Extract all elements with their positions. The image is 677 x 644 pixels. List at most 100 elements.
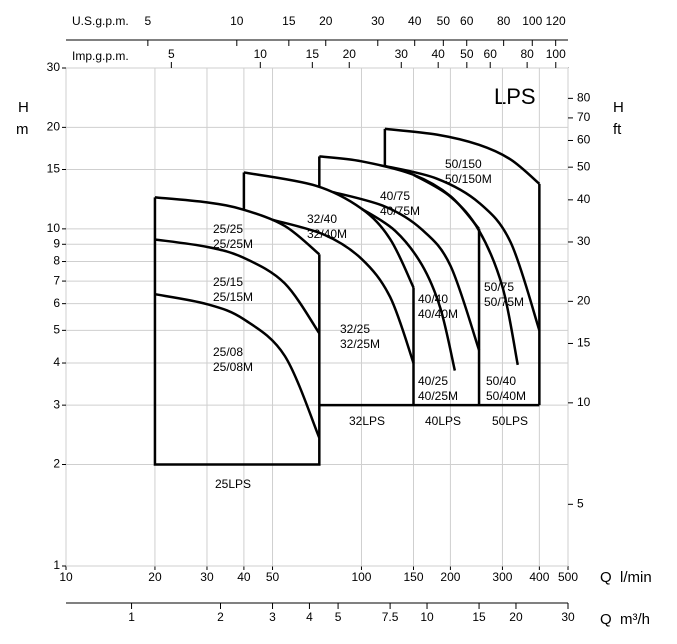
secondary-x-tick-label: 50	[460, 47, 474, 61]
secondary-x-tick-label: 7.5	[382, 610, 399, 624]
x-tick-label: 500	[558, 570, 578, 584]
secondary-x-tick-label: 2	[217, 610, 224, 624]
curve-model-label: 25/08M	[213, 360, 253, 374]
y2-tick-label: 40	[577, 192, 591, 206]
secondary-x-tick-label: 80	[497, 14, 511, 28]
secondary-x-tick-label: 15	[472, 610, 486, 624]
y2-tick-label: 60	[577, 133, 591, 147]
y-tick-label: 4	[53, 355, 60, 369]
curve-label: 40/75	[380, 189, 410, 203]
secondary-x-tick-label: 20	[509, 610, 523, 624]
pump-curve	[384, 127, 541, 185]
secondary-axis-unit: m³/h	[620, 611, 650, 628]
pump-curve	[412, 173, 519, 366]
secondary-x-tick-label: 20	[343, 47, 357, 61]
curve-model-label: 25/25M	[213, 237, 253, 251]
curve-model-label: 50/75M	[484, 295, 524, 309]
group-label: 40LPS	[425, 414, 461, 428]
pump-curve	[332, 190, 481, 351]
y2-tick-label: 70	[577, 110, 591, 124]
pump-curve	[154, 292, 321, 439]
y2-tick-label: 20	[577, 294, 591, 308]
pump-curve	[154, 196, 321, 256]
y-tick-label: 5	[53, 323, 60, 337]
secondary-axis-label: Q	[600, 611, 612, 628]
curve-label: 25/08	[213, 345, 243, 359]
group-label: 50LPS	[492, 414, 528, 428]
x-axis-label: Q	[600, 569, 612, 586]
pump-curve	[384, 164, 541, 331]
curve-label: 50/150	[445, 157, 482, 171]
pump-curve	[272, 218, 415, 364]
group-label: 25LPS	[215, 477, 251, 491]
curve-model-label: 40/40M	[418, 307, 458, 321]
secondary-x-tick-label: 5	[145, 14, 152, 28]
secondary-x-tick-label: 40	[432, 47, 446, 61]
y2-axis-label: H	[613, 99, 624, 116]
secondary-x-tick-label: 120	[546, 14, 566, 28]
curve-label: 40/25	[418, 374, 448, 388]
secondary-x-tick-label: 40	[408, 14, 422, 28]
y2-tick-label: 30	[577, 234, 591, 248]
y-tick-label: 6	[53, 296, 60, 310]
y-tick-label: 3	[53, 397, 60, 411]
secondary-x-tick-label: 5	[168, 47, 175, 61]
x-tick-label: 30	[200, 570, 214, 584]
secondary-x-tick-label: 50	[437, 14, 451, 28]
y-tick-label: 1	[53, 558, 60, 572]
x-tick-label: 400	[529, 570, 549, 584]
pump-curve	[154, 238, 321, 335]
y-tick-label: 30	[47, 60, 61, 74]
chart-title: LPS	[494, 84, 536, 109]
y-tick-label: 9	[53, 236, 60, 250]
secondary-x-tick-label: 10	[254, 47, 268, 61]
y-tick-label: 8	[53, 254, 60, 268]
curve-label: 32/25	[340, 322, 370, 336]
curve-model-label: 50/40M	[486, 389, 526, 403]
secondary-x-tick-label: 10	[420, 610, 434, 624]
secondary-x-tick-label: 15	[306, 47, 320, 61]
secondary-axis-label: Imp.g.p.m.	[72, 49, 129, 63]
pump-curve	[360, 207, 457, 371]
y2-tick-label: 50	[577, 159, 591, 173]
x-tick-label: 300	[492, 570, 512, 584]
group-label: 32LPS	[349, 414, 385, 428]
x-tick-label: 100	[351, 570, 371, 584]
curve-label: 50/75	[484, 280, 514, 294]
x-tick-label: 50	[266, 570, 280, 584]
y2-tick-label: 5	[577, 496, 584, 510]
secondary-x-tick-label: 100	[546, 47, 566, 61]
y-tick-label: 2	[53, 457, 60, 471]
y-axis-unit: m	[16, 121, 29, 138]
curve-model-label: 40/25M	[418, 389, 458, 403]
secondary-x-tick-label: 15	[282, 14, 296, 28]
secondary-x-tick-label: 60	[484, 47, 498, 61]
y-tick-label: 15	[47, 162, 61, 176]
y-tick-label: 10	[47, 221, 61, 235]
x-tick-label: 10	[59, 570, 73, 584]
secondary-x-tick-label: 30	[371, 14, 385, 28]
secondary-x-tick-label: 10	[230, 14, 244, 28]
curve-label: 50/40	[486, 374, 516, 388]
curve-label: 25/25	[213, 222, 243, 236]
y2-tick-label: 10	[577, 395, 591, 409]
secondary-axis-label: U.S.g.p.m.	[72, 14, 129, 28]
secondary-x-tick-label: 100	[522, 14, 542, 28]
curve-label: 25/15	[213, 275, 243, 289]
curve-label: 40/40	[418, 292, 448, 306]
curve-label: 32/40	[307, 212, 337, 226]
pump-curve	[243, 171, 415, 289]
x-tick-label: 20	[148, 570, 162, 584]
secondary-x-tick-label: 5	[335, 610, 342, 624]
secondary-x-tick-label: 30	[395, 47, 409, 61]
plot-frame	[65, 67, 569, 567]
secondary-x-tick-label: 80	[520, 47, 534, 61]
secondary-x-tick-label: 4	[306, 610, 313, 624]
x-tick-label: 200	[440, 570, 460, 584]
curve-model-label: 25/15M	[213, 290, 253, 304]
y-tick-label: 7	[53, 273, 60, 287]
y2-tick-label: 80	[577, 91, 591, 105]
y-tick-label: 20	[47, 120, 61, 134]
secondary-x-tick-label: 3	[269, 610, 276, 624]
